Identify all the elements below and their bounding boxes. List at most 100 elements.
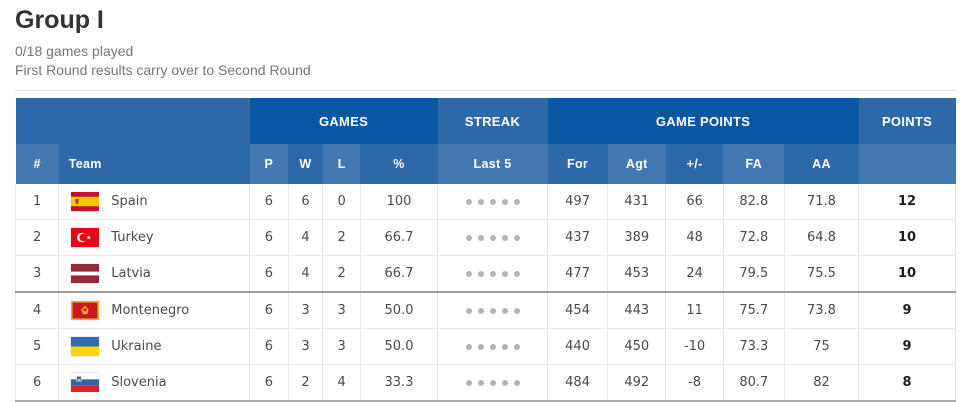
- plus-minus-cell: -8: [665, 364, 724, 402]
- streak-cell: [437, 219, 548, 256]
- streak-dots: [463, 308, 523, 314]
- col-header-against: Agt: [607, 144, 666, 184]
- table-row[interactable]: 1 Spain 6 6 0 100 497 431 66 82.8 71.8 12: [14, 184, 956, 220]
- pct-cell: 50.0: [360, 328, 439, 365]
- pct-cell: 100: [360, 184, 439, 220]
- against-cell: 443: [607, 292, 667, 329]
- points-cell: 10: [858, 219, 956, 256]
- against-cell: 431: [607, 184, 667, 220]
- played-cell: 6: [249, 219, 289, 256]
- team-cell: Spain: [58, 184, 251, 220]
- table-row[interactable]: 5 Ukraine 6 3 3 50.0 440 450 -10 73.3 75 9: [14, 328, 956, 365]
- header-corner: [15, 98, 250, 144]
- wins-cell: 3: [288, 328, 324, 365]
- streak-dot-icon: [477, 308, 484, 314]
- rank-cell: 2: [14, 219, 60, 256]
- losses-cell: 3: [322, 292, 361, 329]
- streak-dot-icon: [489, 235, 496, 241]
- flag-montenegro-icon: [71, 301, 100, 320]
- fa-cell: 79.5: [723, 255, 785, 293]
- streak-dot-icon: [513, 380, 520, 386]
- streak-dot-icon: [501, 235, 508, 241]
- streak-dot-icon: [501, 271, 508, 277]
- aa-cell: 75.5: [784, 255, 860, 293]
- table-row[interactable]: 4 Montenegro 6 3 3 50.0 454 443 11 75.7 73.8 9: [14, 292, 956, 329]
- streak-dot-icon: [501, 308, 508, 314]
- col-header-last5: Last 5: [437, 144, 548, 184]
- table-row[interactable]: 3 Latvia 6 4 2 66.7 477 453 24 79.5 75.5 10: [14, 255, 956, 293]
- wins-cell: 3: [288, 292, 324, 329]
- streak-cell: [437, 328, 548, 365]
- for-cell: 497: [547, 184, 609, 220]
- standings-table: GAMES STREAK GAME POINTS POINTS # Team P…: [14, 98, 956, 402]
- table-row[interactable]: 2 Turkey 6 4 2 66.7 437 389 48 72.8 64.8 10: [14, 219, 956, 256]
- team-cell: Montenegro: [58, 292, 251, 329]
- flag-latvia-icon: [71, 264, 100, 283]
- losses-cell: 4: [322, 364, 361, 402]
- col-header-played: P: [249, 144, 289, 184]
- plus-minus-cell: 48: [665, 219, 724, 256]
- aa-cell: 82: [784, 364, 860, 402]
- header-group-row: GAMES STREAK GAME POINTS POINTS: [15, 98, 956, 144]
- streak-cell: [437, 255, 548, 293]
- pct-cell: 33.3: [360, 364, 439, 402]
- for-cell: 437: [547, 219, 609, 256]
- streak-dot-icon: [465, 199, 472, 205]
- streak-dot-icon: [489, 199, 496, 205]
- streak-dot-icon: [465, 271, 472, 277]
- streak-cell: [437, 184, 548, 220]
- col-header-pct: %: [360, 144, 438, 184]
- against-cell: 453: [607, 255, 667, 293]
- plus-minus-cell: 66: [665, 184, 724, 220]
- plus-minus-cell: 24: [665, 255, 724, 293]
- col-header-losses: L: [322, 144, 361, 184]
- col-header-rank: #: [15, 144, 59, 184]
- streak-dot-icon: [489, 308, 496, 314]
- against-cell: 389: [607, 219, 667, 256]
- streak-dot-icon: [501, 344, 508, 350]
- divider-line: [15, 90, 956, 91]
- streak-dot-icon: [513, 308, 520, 314]
- header-columns-row: # Team P W L % Last 5 For Agt +/- FA AA: [15, 144, 956, 184]
- streak-dot-icon: [465, 380, 472, 386]
- losses-cell: 2: [322, 219, 361, 256]
- col-header-team: Team: [58, 144, 250, 184]
- for-cell: 477: [547, 255, 609, 293]
- table-row[interactable]: 6 Slovenia 6 2 4 33.3 484 492 -8 80.7 82 8: [14, 364, 956, 402]
- streak-dots: [463, 235, 523, 241]
- against-cell: 450: [607, 328, 667, 365]
- plus-minus-cell: 11: [665, 292, 724, 329]
- wins-cell: 6: [288, 184, 324, 220]
- flag-ukraine-icon: [71, 337, 100, 356]
- streak-dot-icon: [465, 308, 472, 314]
- col-header-aa: AA: [784, 144, 859, 184]
- streak-dot-icon: [513, 235, 520, 241]
- aa-cell: 75: [784, 328, 860, 365]
- table-header: GAMES STREAK GAME POINTS POINTS # Team P…: [15, 98, 956, 184]
- team-name: Spain: [111, 194, 148, 209]
- streak-dot-icon: [489, 344, 496, 350]
- flag-turkey-icon: [71, 228, 100, 247]
- col-header-wins: W: [288, 144, 323, 184]
- fa-cell: 75.7: [723, 292, 785, 329]
- played-cell: 6: [249, 292, 289, 329]
- col-header-fa: FA: [723, 144, 785, 184]
- flag-spain-icon: [71, 192, 100, 211]
- streak-dot-icon: [501, 380, 508, 386]
- rank-cell: 1: [14, 184, 60, 220]
- pct-cell: 66.7: [360, 219, 439, 256]
- header-group-streak: STREAK: [437, 98, 548, 144]
- wins-cell: 2: [288, 364, 324, 402]
- streak-dot-icon: [465, 235, 472, 241]
- fa-cell: 73.3: [723, 328, 785, 365]
- team-cell: Ukraine: [58, 328, 251, 365]
- fa-cell: 82.8: [723, 184, 785, 220]
- points-cell: 10: [858, 255, 956, 293]
- wins-cell: 4: [288, 255, 324, 293]
- streak-dot-icon: [513, 199, 520, 205]
- fa-cell: 80.7: [723, 364, 785, 402]
- rank-cell: 3: [14, 255, 60, 293]
- rank-cell: 5: [14, 328, 60, 365]
- streak-dot-icon: [477, 380, 484, 386]
- team-name: Ukraine: [111, 339, 162, 354]
